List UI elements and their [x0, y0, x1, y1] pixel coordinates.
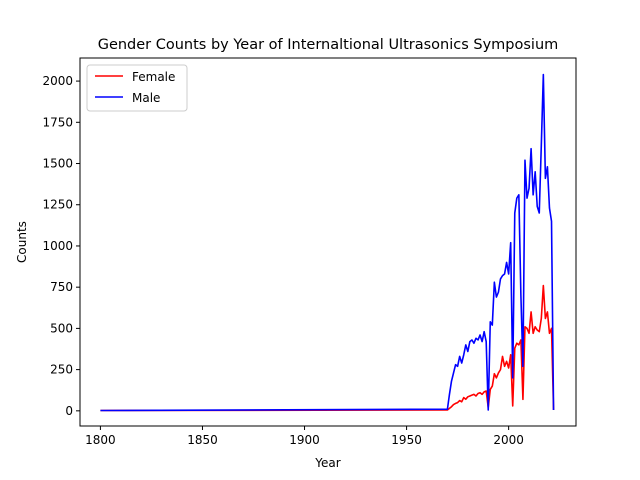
legend-label-male: Male [132, 91, 160, 105]
series-line-male [100, 73, 555, 412]
y-tick-label: 1000 [42, 239, 73, 253]
legend: Female Male [86, 64, 188, 112]
chart-title: Gender Counts by Year of Internaltional … [98, 37, 559, 53]
x-tick-label: 2000 [493, 433, 524, 447]
y-tick-label: 500 [50, 321, 73, 335]
ticks-layer: 1800 1850 1900 1950 2000 0 250 500 750 1000 1250 15… [42, 74, 523, 447]
series-layer [100, 73, 555, 412]
y-tick-label: 1750 [42, 115, 73, 129]
x-tick-label: 1900 [289, 433, 320, 447]
y-tick-label: 1250 [42, 198, 73, 212]
y-axis-title: Counts [15, 221, 29, 263]
x-tick-label: 1950 [391, 433, 422, 447]
legend-label-female: Female [132, 70, 175, 84]
y-tick-label: 750 [50, 280, 73, 294]
y-tick-label: 2000 [42, 74, 73, 88]
x-tick-label: 1850 [187, 433, 218, 447]
y-tick-label: 0 [65, 404, 73, 418]
series-line-female [100, 284, 555, 412]
y-tick-label: 1500 [42, 157, 73, 171]
y-tick-label: 250 [50, 363, 73, 377]
x-tick-label: 1800 [85, 433, 116, 447]
x-axis-title: Year [314, 456, 340, 470]
plot-frame [79, 57, 577, 427]
